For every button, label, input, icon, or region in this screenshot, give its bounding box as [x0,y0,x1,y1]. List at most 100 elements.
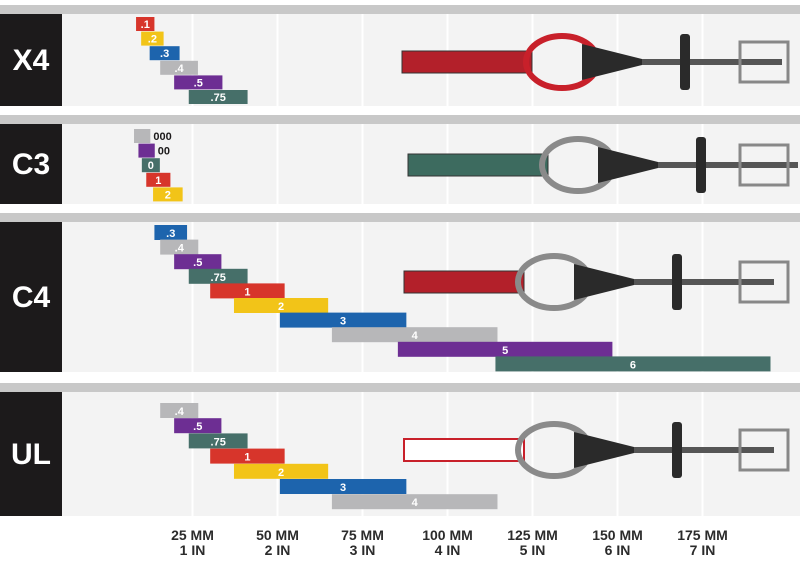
x-tick-label: 25 MM 1 IN [148,528,238,558]
x-tick-mm: 100 MM [422,527,473,543]
range-bar-label: 00 [158,146,170,158]
trigger-bar [672,422,682,478]
range-bar [495,356,771,372]
cam-illustration [403,421,790,479]
panel-separator [0,115,800,124]
range-bar [146,172,171,187]
range-bar-label: .3 [166,228,175,240]
cam-stem [658,162,798,168]
range-bar [141,158,160,173]
product-label-box [0,14,62,106]
cam-body [574,432,634,468]
range-bar-label: .75 [211,436,226,448]
trigger-bar [696,137,706,193]
x-tick-label: 75 MM 3 IN [318,528,408,558]
x-tick-label: 125 MM 5 IN [488,528,578,558]
range-bar [279,479,407,494]
range-bar [233,298,329,313]
cam-lobes [738,40,790,84]
sling [407,153,549,177]
cam-stem [642,59,782,65]
range-bar [136,17,155,31]
range-bar-label: 5 [502,345,508,357]
product-label-box [0,222,62,372]
x-tick-mm: 25 MM [171,527,214,543]
range-bar-label: .5 [193,421,202,433]
range-bar [174,75,223,90]
range-bar [160,239,199,255]
range-bar [160,403,199,418]
x-tick-label: 50 MM 2 IN [233,528,323,558]
range-bar-label: .4 [175,406,185,418]
cam-body [574,264,634,300]
product-label: C4 [12,281,51,314]
x-tick-in: 6 IN [604,542,631,558]
range-bar-label: 2 [165,189,171,201]
range-bar-label: 3 [340,482,346,494]
range-bar-label: .4 [175,243,185,255]
range-bar [134,129,151,143]
range-bar [397,341,613,357]
range-bar [331,327,498,343]
range-bar-label: 2 [278,301,284,313]
range-bar-label: .4 [174,63,184,75]
range-bar-label: 1 [244,452,250,464]
range-bar-label: 2 [278,467,284,479]
x-tick-mm: 150 MM [592,527,643,543]
range-bar [174,418,222,434]
trigger-bar [672,254,682,310]
range-bar-label: 000 [153,131,171,143]
range-bar [149,46,180,61]
x-tick-in: 7 IN [689,542,716,558]
range-bar [210,448,285,464]
cam-illustration [401,33,790,91]
cam-stem [634,447,774,453]
product-label: C3 [12,148,50,181]
range-bar [331,494,498,510]
range-bar [174,254,222,270]
x-tick-mm: 75 MM [341,527,384,543]
x-tick-in: 2 IN [264,542,291,558]
range-bar [188,268,248,284]
range-bar [154,225,188,240]
sling [403,270,525,294]
range-bar [160,60,198,75]
cam-lobes [738,260,790,304]
range-bar [138,143,155,158]
range-bar-label: 4 [412,330,419,342]
range-bar-label: .75 [211,272,226,284]
sling [401,50,533,74]
sling [403,438,525,462]
range-bar-label: 6 [630,359,636,371]
range-bar-label: 1 [155,175,161,187]
range-bar [210,283,285,299]
product-group-c4: C4 .3.4 .5 .75 1 2 3 4 5 6 [0,213,800,372]
product-group-x4: X4 .1 .2.3 .4 .5 .75 [0,5,800,106]
range-bar [233,463,329,479]
cam-lobes [738,143,790,187]
x-tick-mm: 125 MM [507,527,558,543]
cam-illustration [407,136,798,194]
x-tick-in: 1 IN [179,542,206,558]
panel-separator [0,213,800,222]
trigger-bar [680,34,690,90]
range-bar-label: .1 [141,19,150,31]
panel-separator [0,383,800,392]
x-tick-mm: 50 MM [256,527,299,543]
product-group-ul: UL .4 .5 .75 1 2 3 4 [0,383,800,516]
cam-body [598,147,658,183]
product-label: UL [11,438,51,471]
range-bar-label: .5 [194,77,203,89]
range-bar [188,433,248,449]
range-bar-label: .2 [148,34,157,46]
range-bar-label: .75 [211,92,226,104]
cam-illustration [403,253,790,311]
product-label-box [0,124,62,204]
x-tick-mm: 175 MM [677,527,728,543]
product-label: X4 [13,44,50,77]
product-label-box [0,392,62,516]
range-bar-label: 0 [148,160,154,172]
